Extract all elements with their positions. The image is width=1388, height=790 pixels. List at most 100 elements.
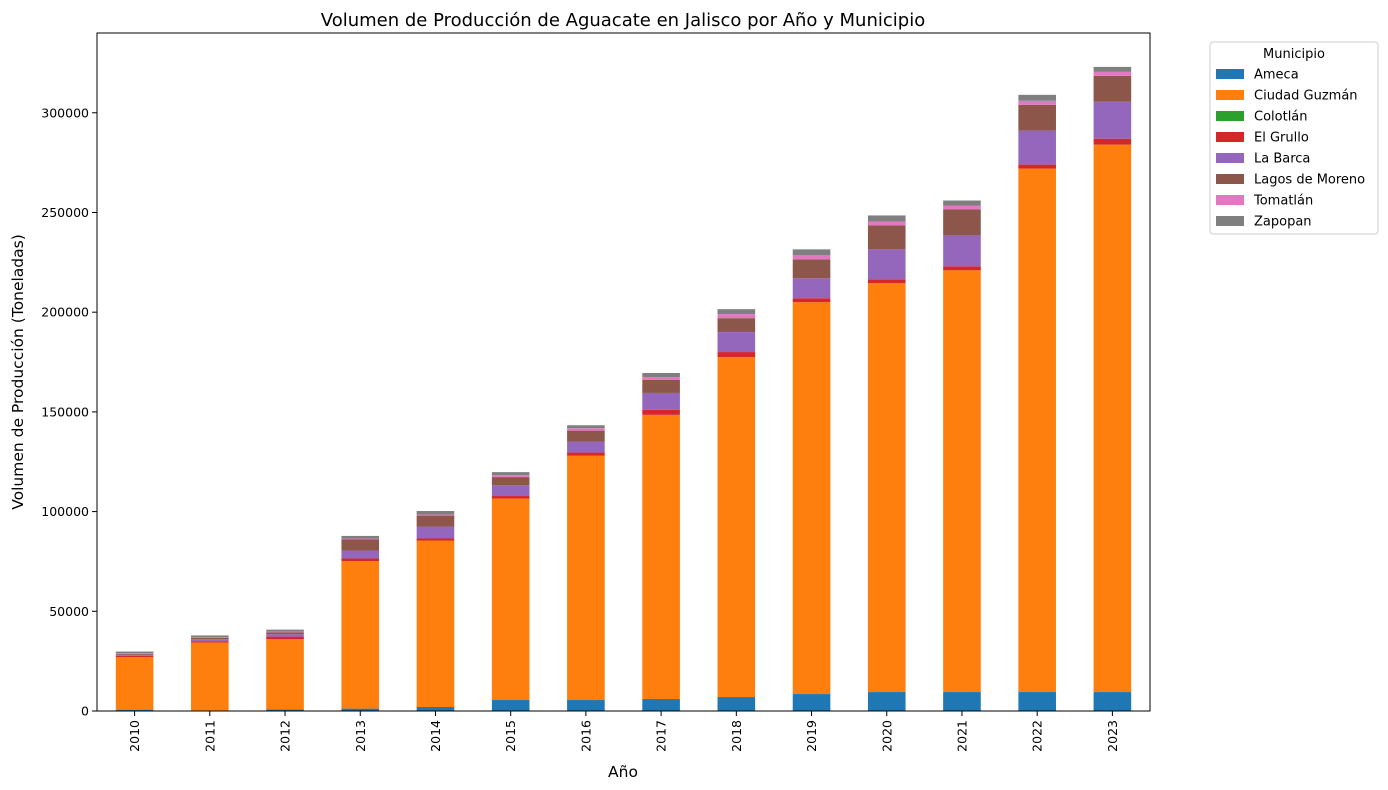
bar-segment-2017-la-barca <box>642 392 680 410</box>
bar-segment-2023-el-grullo <box>1093 138 1132 145</box>
y-tick-label: 0 <box>81 704 89 719</box>
bar-segment-2013-tomatlán <box>341 538 380 540</box>
legend-label: El Grullo <box>1254 131 1309 146</box>
bar-segment-2014-zapopan <box>416 510 455 515</box>
bar-segment-2022-ciudad-guzmán <box>1018 168 1056 693</box>
bar-segment-2010-la-barca <box>115 654 154 656</box>
bar-segment-2015-ciudad-guzmán <box>491 498 530 701</box>
legend-swatch-tomatlán <box>1216 195 1244 205</box>
bar-segment-2022-zapopan <box>1018 94 1056 101</box>
bars-group <box>115 66 1132 711</box>
bar-segment-2020-el-grullo <box>867 279 906 284</box>
bar-segment-2015-ameca <box>491 700 530 711</box>
bar-segment-2016-tomatlán <box>567 428 605 431</box>
x-axis: 2010 2011 2012 2013 2014 2015 2016 2017 2018 2019… <box>127 711 1120 752</box>
bar-segment-2019-zapopan <box>792 249 831 256</box>
bar-segment-2014-la-barca <box>416 526 455 539</box>
legend-swatch-ameca <box>1216 69 1244 79</box>
bar-segment-2013-la-barca <box>341 550 380 559</box>
bar-segment-2011-zapopan <box>191 635 229 638</box>
bar-segment-2016-lagos-de-moreno <box>567 430 605 442</box>
x-tick-label: 2012 <box>278 720 293 752</box>
x-tick-label: 2014 <box>428 720 443 752</box>
bar-segment-2022-la-barca <box>1018 130 1056 165</box>
legend-swatch-lagos-de-moreno <box>1216 174 1244 184</box>
bar-segment-2020-ciudad-guzmán <box>867 283 906 693</box>
bar-segment-2010-el-grullo <box>115 655 154 658</box>
y-tick-label: 250000 <box>41 205 89 220</box>
bar-segment-2012-lagos-de-moreno <box>266 632 304 635</box>
legend-label: Lagos de Moreno <box>1254 173 1365 188</box>
bar-segment-2011-el-grullo <box>191 641 229 643</box>
bar-segment-2015-lagos-de-moreno <box>491 477 530 486</box>
legend-label: Zapopan <box>1254 215 1312 230</box>
bar-segment-2014-lagos-de-moreno <box>416 515 455 527</box>
bar-segment-2018-zapopan <box>717 309 756 315</box>
bar-segment-2020-lagos-de-moreno <box>867 225 906 250</box>
bar-segment-2018-la-barca <box>717 332 756 353</box>
y-tick-label: 300000 <box>41 105 89 120</box>
bar-segment-2020-ameca <box>867 692 906 711</box>
bar-segment-2021-zapopan <box>943 200 981 206</box>
x-tick-label: 2010 <box>127 720 142 752</box>
bar-segment-2014-el-grullo <box>416 538 455 541</box>
bar-segment-2012-ameca <box>266 709 304 711</box>
bar-segment-2016-la-barca <box>567 441 605 453</box>
bar-segment-2018-lagos-de-moreno <box>717 318 756 333</box>
bar-segment-2012-ciudad-guzmán <box>266 639 304 710</box>
bar-segment-2019-tomatlán <box>792 255 831 260</box>
bar-segment-2022-el-grullo <box>1018 164 1056 169</box>
y-tick-label: 50000 <box>49 604 89 619</box>
bar-segment-2015-el-grullo <box>491 496 530 499</box>
bar-segment-2018-tomatlán <box>717 314 756 319</box>
bar-segment-2012-tomatlán <box>266 631 304 633</box>
bar-segment-2013-ameca <box>341 708 380 711</box>
bar-segment-2017-tomatlán <box>642 376 680 380</box>
legend-label: Tomatlán <box>1253 194 1313 209</box>
bar-segment-2017-ciudad-guzmán <box>642 414 680 700</box>
bar-segment-2014-tomatlán <box>416 514 455 516</box>
y-tick-label: 200000 <box>41 305 89 320</box>
bar-segment-2012-zapopan <box>266 629 304 632</box>
bar-segment-2017-zapopan <box>642 372 680 377</box>
bar-segment-2019-la-barca <box>792 278 831 299</box>
x-tick-label: 2013 <box>353 720 368 752</box>
bar-segment-2021-tomatlán <box>943 205 981 210</box>
x-tick-label: 2023 <box>1105 720 1120 752</box>
x-tick-label: 2022 <box>1030 720 1045 752</box>
bar-segment-2018-ameca <box>717 697 756 711</box>
bar-segment-2019-lagos-de-moreno <box>792 259 831 279</box>
legend-swatch-ciudad-guzmán <box>1216 90 1244 100</box>
bar-segment-2011-lagos-de-moreno <box>191 637 229 640</box>
bar-segment-2023-zapopan <box>1093 66 1132 72</box>
bar-segment-2016-zapopan <box>567 425 605 429</box>
plot-frame <box>96 32 1151 712</box>
bar-segment-2020-tomatlán <box>867 221 906 226</box>
legend: Municipio Ameca Ciudad Guzmán Colotlán El G… <box>1209 41 1379 235</box>
legend-label: Ameca <box>1254 68 1299 83</box>
bar-segment-2012-la-barca <box>266 634 304 637</box>
bar-segment-2021-ameca <box>943 692 981 711</box>
bar-segment-2016-ciudad-guzmán <box>567 455 605 701</box>
bar-segment-2012-el-grullo <box>266 636 304 640</box>
x-tick-label: 2015 <box>503 720 518 752</box>
bar-segment-2015-la-barca <box>491 485 530 497</box>
x-tick-label: 2019 <box>804 720 819 752</box>
legend-box <box>1209 41 1379 235</box>
bar-segment-2023-la-barca <box>1093 101 1132 139</box>
bar-segment-2019-ciudad-guzmán <box>792 302 831 695</box>
bar-segment-2010-lagos-de-moreno <box>115 653 154 655</box>
bar-segment-2021-lagos-de-moreno <box>943 209 981 236</box>
bar-segment-2022-ameca <box>1018 692 1056 711</box>
bar-segment-2023-tomatlán <box>1093 71 1132 76</box>
y-tick-label: 150000 <box>41 404 89 419</box>
y-axis-title: Volumen de Producción (Toneladas) <box>9 234 27 510</box>
bar-segment-2021-la-barca <box>943 235 981 267</box>
bar-segment-2011-la-barca <box>191 639 229 642</box>
legend-swatch-zapopan <box>1216 216 1244 226</box>
legend-label: Colotlán <box>1254 110 1308 125</box>
bar-segment-2023-lagos-de-moreno <box>1093 75 1132 102</box>
y-axis: 0 50000 100000 150000 200000 250000 300000 <box>41 105 97 719</box>
legend-swatch-el-grullo <box>1216 132 1244 142</box>
bar-segment-2017-ameca <box>642 699 680 711</box>
